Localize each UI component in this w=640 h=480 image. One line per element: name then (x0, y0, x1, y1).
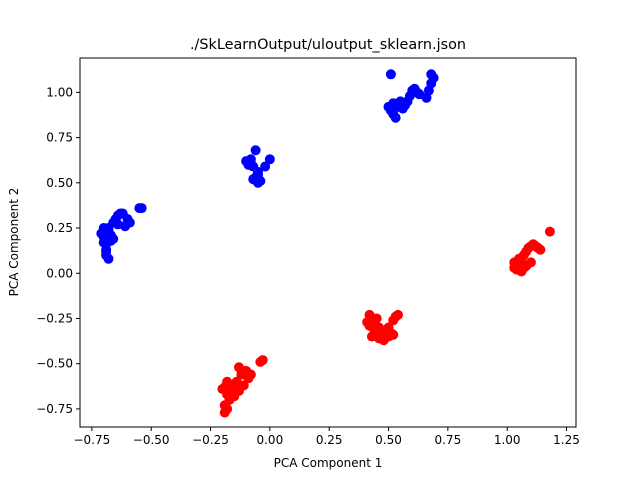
y-tick-label: 1.00 (46, 85, 73, 99)
y-tick-label: −0.25 (36, 311, 73, 325)
data-point (525, 257, 536, 268)
data-point (388, 315, 399, 326)
x-tick-label: 0.25 (316, 433, 343, 447)
data-point (243, 159, 254, 170)
data-point (518, 262, 529, 273)
data-point (252, 170, 263, 181)
data-point (385, 69, 396, 80)
y-axis: −0.75 −0.50 −0.25 0.00 0.25 0.50 0.75 1.00 (36, 85, 80, 416)
data-point (255, 356, 266, 367)
chart-title: ./SkLearnOutput/uloutput_sklearn.json (190, 37, 466, 53)
x-tick-label: −0.25 (192, 433, 229, 447)
data-point (96, 228, 107, 239)
data-point (250, 145, 261, 156)
y-axis-label: PCA Component 2 (7, 188, 21, 297)
data-point (243, 373, 254, 384)
y-tick-label: 0.50 (46, 176, 73, 190)
data-point (378, 335, 389, 346)
x-axis-label: PCA Component 1 (274, 456, 383, 470)
data-point (390, 112, 401, 123)
data-point (514, 253, 525, 264)
x-tick-label: 0.75 (434, 433, 461, 447)
data-point (229, 391, 240, 402)
data-point (112, 219, 123, 230)
y-tick-label: −0.50 (36, 357, 73, 371)
x-tick-label: −0.50 (133, 433, 170, 447)
x-axis: −0.75 −0.50 −0.25 0.00 0.25 0.50 0.75 1.00 1.25 (73, 427, 580, 447)
y-tick-label: 0.75 (46, 131, 73, 145)
data-point (222, 376, 233, 387)
data-point (234, 362, 245, 373)
axes-frame (79, 57, 577, 428)
data-point (136, 203, 147, 214)
x-tick-label: 1.00 (494, 433, 521, 447)
y-tick-label: 0.00 (46, 266, 73, 280)
data-point (101, 246, 112, 257)
data-point (383, 322, 394, 333)
x-tick-label: 0.00 (256, 433, 283, 447)
data-point (217, 384, 228, 395)
y-tick-label: −0.75 (36, 402, 73, 416)
data-point (260, 161, 271, 172)
y-tick-label: 0.25 (46, 221, 73, 235)
data-point (544, 226, 555, 237)
plot-area (96, 69, 555, 418)
data-point (219, 407, 230, 418)
x-tick-label: 0.50 (375, 433, 402, 447)
data-point (374, 322, 385, 333)
data-point (364, 309, 375, 320)
x-tick-label: 1.25 (553, 433, 580, 447)
data-point (108, 233, 119, 244)
data-point (264, 154, 275, 165)
x-tick-label: −0.75 (73, 433, 110, 447)
data-point (238, 380, 249, 391)
data-point (426, 69, 437, 80)
data-point (535, 244, 546, 255)
